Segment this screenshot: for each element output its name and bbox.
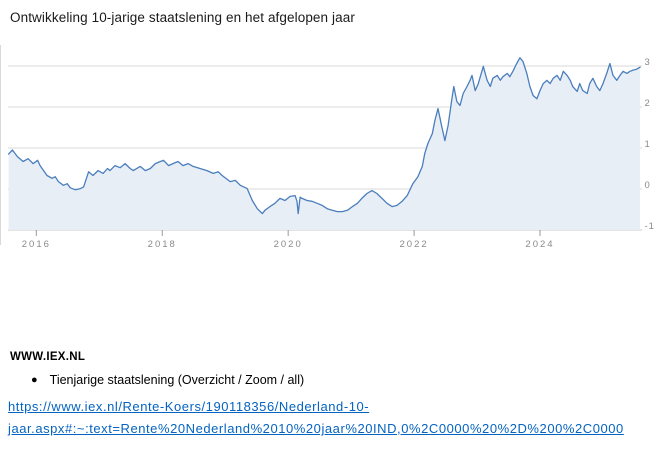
svg-text:-1: -1	[645, 221, 655, 232]
svg-text:2024: 2024	[525, 239, 554, 250]
svg-text:1: 1	[645, 139, 651, 150]
link-line-2[interactable]: jaar.aspx#:~:text=Rente%20Nederland%2010…	[8, 421, 624, 436]
source-link[interactable]: https://www.iex.nl/Rente-Koers/190118356…	[8, 396, 624, 440]
svg-text:0: 0	[645, 180, 651, 191]
svg-text:2022: 2022	[400, 239, 429, 250]
bond-yield-chart: 2016 2018 2020 2022 2024 3 2 1 0 -1	[0, 45, 656, 257]
svg-text:3: 3	[645, 57, 651, 68]
source-site: WWW.IEX.NL	[10, 351, 86, 363]
svg-text:2020: 2020	[274, 239, 303, 250]
bullet-icon: ●	[31, 374, 38, 386]
list-item: ● Tienjarige staatslening (Overzicht / Z…	[31, 372, 304, 388]
svg-text:2016: 2016	[22, 239, 51, 250]
chart-canvas: 2016 2018 2020 2022 2024 3 2 1 0 -1	[0, 45, 655, 250]
page-title: Ontwikkeling 10-jarige staatslening en h…	[10, 10, 355, 25]
list-item-label: Tienjarige staatslening (Overzicht / Zoo…	[49, 373, 305, 387]
link-line-1[interactable]: https://www.iex.nl/Rente-Koers/190118356…	[8, 399, 370, 414]
svg-text:2: 2	[645, 98, 651, 109]
svg-text:2018: 2018	[148, 239, 177, 250]
